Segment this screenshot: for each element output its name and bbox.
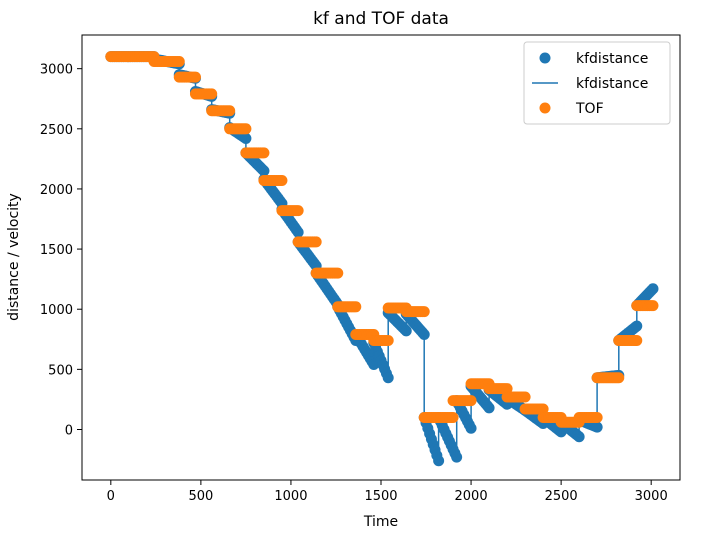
y-tick-label: 0 [65,423,73,438]
tof-point [537,403,549,415]
tof-point [276,175,288,187]
tof-point [447,411,459,423]
legend: kfdistance kfdistance TOF [523,41,671,125]
tof-point [613,372,625,384]
tof-point [240,123,252,135]
x-tick-label: 1500 [364,489,397,504]
y-tick-label: 1500 [40,243,73,258]
x-tick-label: 1000 [274,489,307,504]
x-axis: 0 500 1000 1500 2000 2500 3000 [107,480,668,504]
legend-label: TOF [575,101,604,117]
x-tick-label: 2500 [545,489,578,504]
tof-point [258,147,270,159]
tof-point [350,301,362,313]
tof-point [173,55,185,67]
y-tick-label: 1000 [40,303,73,318]
chart-title: kf and TOF data [313,9,449,29]
y-axis: 0 500 1000 1500 2000 2500 3000 [40,63,82,438]
tof-point [292,205,304,217]
tof-point [224,105,236,117]
tof-point [332,267,344,279]
y-tick-label: 500 [48,363,73,378]
tof-point [591,411,603,423]
y-tick-label: 3000 [40,63,73,78]
tof-point [647,300,659,312]
legend-kf-scatter-marker [539,52,551,64]
tof-point [519,391,531,403]
y-tick-label: 2500 [40,123,73,138]
x-axis-label: Time [363,514,398,530]
y-axis-label: distance / velocity [6,193,22,321]
legend-label: kfdistance [576,76,648,92]
x-tick-label: 500 [188,489,213,504]
tof-point [206,88,218,100]
legend-box [523,41,671,125]
tof-point [465,395,477,407]
x-tick-label: 2000 [455,489,488,504]
tof-point [382,334,394,346]
y-tick-label: 2000 [40,183,73,198]
tof-point [418,306,430,318]
x-tick-label: 0 [107,489,115,504]
x-tick-label: 3000 [635,489,668,504]
tof-point [631,334,643,346]
plot-area [105,51,659,467]
legend-label: kfdistance [576,51,648,67]
legend-tof-marker [539,102,551,114]
tof-point [501,383,513,395]
tof-point [189,71,201,83]
tof-point [310,236,322,248]
